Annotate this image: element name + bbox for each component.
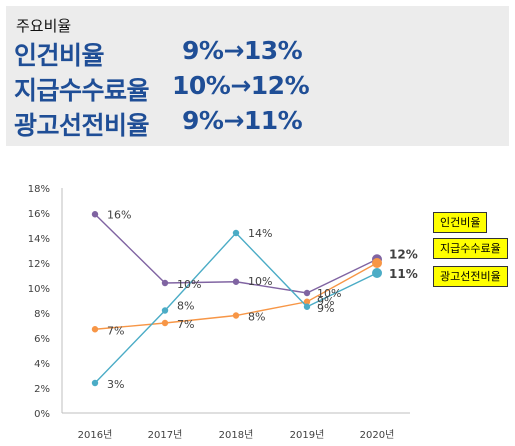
data-point-advertising bbox=[91, 379, 99, 387]
data-label-advertising: 3% bbox=[107, 378, 124, 391]
data-point-commission bbox=[372, 258, 382, 268]
data-label-advertising: 11% bbox=[389, 267, 418, 281]
y-tick-label: 6% bbox=[34, 334, 50, 345]
data-point-personnel bbox=[232, 278, 240, 285]
ratio-row-commission: 지급수수료율 10%→12% bbox=[14, 71, 310, 107]
callout-commission: 지급수수료율 bbox=[433, 238, 508, 259]
y-tick-label: 0% bbox=[34, 409, 50, 420]
data-label-personnel: 10% bbox=[248, 275, 272, 288]
y-tick-label: 16% bbox=[28, 209, 50, 220]
x-tick-label: 2019년 bbox=[290, 429, 325, 441]
data-label-group: 16% 10% 10% 10% 12% 7% 7% 8% 9% 3% 8% 14% 9% 11% bbox=[107, 208, 418, 391]
data-label-commission: 7% bbox=[177, 318, 194, 331]
summary-panel: 주요비율 인건비율 9%→13% 지급수수료율 10%→12% 광고선전비율 9… bbox=[6, 6, 509, 146]
data-point-advertising bbox=[372, 268, 382, 278]
data-point-advertising bbox=[232, 229, 240, 237]
ratio-value: 9%→11% bbox=[182, 106, 303, 135]
callout-advertising: 광고선전비율 bbox=[433, 266, 508, 287]
data-point-commission bbox=[303, 298, 311, 305]
ratio-row-personnel: 인건비율 9%→13% bbox=[14, 36, 303, 72]
y-tick-label: 2% bbox=[34, 384, 50, 395]
callout-personnel: 인건비율 bbox=[433, 212, 488, 233]
y-tick-label: 14% bbox=[28, 234, 50, 245]
ratio-value: 10%→12% bbox=[172, 71, 310, 100]
data-point-personnel bbox=[303, 289, 311, 297]
x-tick-label: 2016년 bbox=[78, 429, 113, 441]
data-point-advertising bbox=[161, 307, 169, 314]
data-label-personnel: 10% bbox=[317, 287, 341, 300]
y-tick-label: 18% bbox=[28, 184, 50, 195]
series-group bbox=[91, 211, 382, 387]
x-tick-label: 2017년 bbox=[148, 429, 183, 441]
data-label-advertising: 14% bbox=[248, 227, 272, 240]
data-label-advertising: 9% bbox=[317, 302, 334, 315]
data-label-personnel: 12% bbox=[389, 247, 418, 261]
data-label-personnel: 10% bbox=[177, 278, 201, 291]
x-tick-label: 2020년 bbox=[360, 429, 395, 441]
summary-subtitle: 주요비율 bbox=[16, 17, 72, 35]
ratio-label: 인건비율 bbox=[14, 41, 105, 70]
x-tick-label: 2018년 bbox=[219, 429, 254, 441]
y-tick-label: 4% bbox=[34, 359, 50, 370]
data-point-personnel bbox=[91, 211, 99, 218]
data-label-commission: 9% bbox=[317, 295, 334, 308]
ratio-value: 9%→13% bbox=[182, 36, 303, 65]
data-label-commission: 8% bbox=[248, 311, 265, 324]
data-point-advertising bbox=[303, 303, 311, 310]
ratio-label: 지급수수료율 bbox=[14, 76, 150, 105]
data-label-commission: 7% bbox=[107, 324, 124, 337]
data-point-personnel bbox=[161, 279, 169, 287]
data-label-advertising: 8% bbox=[177, 300, 194, 313]
y-tick-label: 12% bbox=[28, 259, 50, 270]
data-label-personnel: 16% bbox=[107, 208, 131, 221]
axis-group: 0% 2% 4% 6% 8% 10% 12% 14% 16% 18% 2016년 2017년 2018년… bbox=[28, 184, 410, 441]
ratio-label: 광고선전비율 bbox=[14, 111, 150, 140]
ratio-row-advertising: 광고선전비율 9%→11% bbox=[14, 106, 303, 142]
y-tick-label: 10% bbox=[28, 284, 50, 295]
data-point-commission bbox=[232, 312, 240, 319]
data-point-commission bbox=[161, 319, 169, 327]
y-tick-label: 8% bbox=[34, 309, 50, 320]
data-point-commission bbox=[91, 326, 99, 333]
